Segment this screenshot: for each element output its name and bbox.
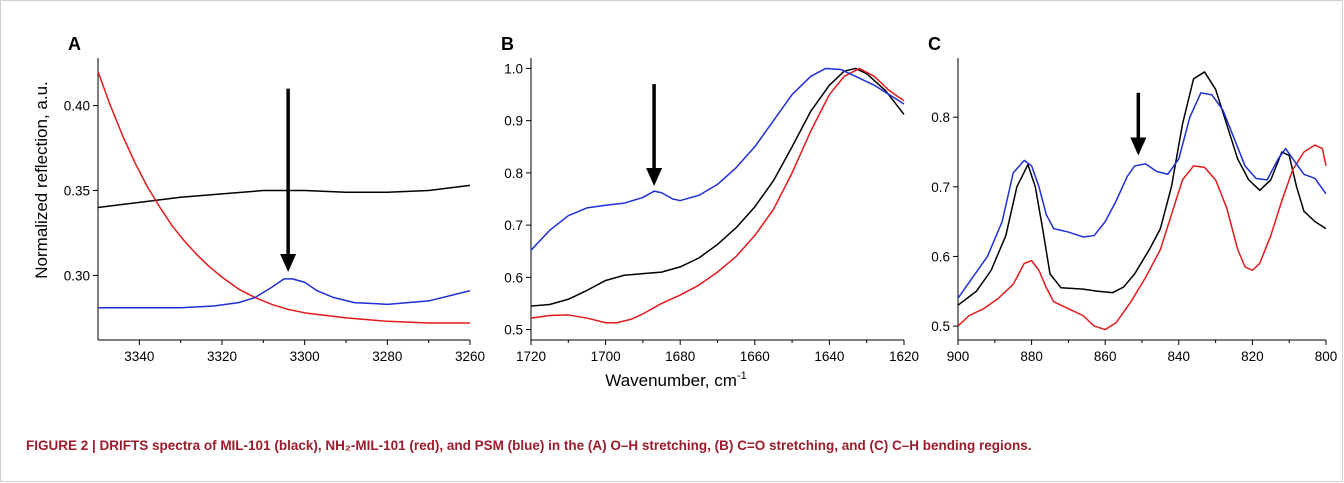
x-tick-label-c: 880 [1020, 349, 1043, 364]
x-tick-label-a: 3340 [124, 349, 154, 364]
arrow-head-a [280, 254, 297, 273]
x-tick-label-b: 1680 [665, 349, 695, 364]
y-tick-label-b: 0.6 [504, 270, 523, 285]
x-tick-label-a: 3260 [455, 349, 485, 364]
y-tick-label-b: 1.0 [504, 61, 523, 76]
panel-label-a: A [68, 34, 81, 54]
panel-a: A 3340 3320 3300 3280 3260 0.30 0.35 0.40 [64, 34, 485, 364]
y-tick-label-c: 0.7 [931, 180, 950, 195]
y-tick-label-c: 0.6 [931, 249, 950, 264]
x-tick-label-a: 3320 [207, 349, 237, 364]
x-tick-label-a: 3280 [372, 349, 402, 364]
series-line-red-c [957, 144, 1327, 331]
x-axis-label-unit-exponent: -1 [737, 370, 747, 382]
x-tick-label-c: 860 [1094, 349, 1117, 364]
y-tick-label-b: 0.9 [504, 114, 523, 129]
panel-c: C 900 880 860 840 820 800 0.5 0.6 0.7 0.8 [928, 34, 1337, 364]
panel-b: B 1720 1700 1680 1660 1640 1620 0.5 0.6 0.7 0.8 0.9… [501, 34, 919, 364]
y-tick-label-a: 0.40 [64, 99, 90, 114]
figure-caption-lead: FIGURE 2 | [26, 438, 100, 453]
x-tick-label-c: 820 [1241, 349, 1264, 364]
x-tick-label-b: 1620 [889, 349, 919, 364]
series-line-black-c [957, 71, 1327, 306]
series-line-red-a [97, 71, 470, 324]
y-tick-label-b: 0.8 [504, 166, 523, 181]
y-tick-label-c: 0.8 [931, 110, 950, 125]
x-tick-label-c: 900 [947, 349, 970, 364]
x-tick-label-b: 1720 [516, 349, 546, 364]
series-line-black-b [530, 67, 905, 307]
y-tick-label-a: 0.30 [64, 268, 90, 283]
y-tick-label-b: 0.5 [504, 323, 523, 338]
y-axis-label: Normalized reflection, a.u. [32, 81, 51, 278]
series-line-blue-a [98, 278, 471, 309]
x-tick-label-b: 1660 [740, 349, 770, 364]
x-tick-label-b: 1640 [814, 349, 844, 364]
arrow-head-b [646, 167, 663, 186]
x-tick-label-c: 840 [1168, 349, 1191, 364]
x-axis-label: Wavenumber, cm-1 [605, 370, 746, 390]
x-axis-label-text: Wavenumber, cm [605, 371, 737, 390]
series-line-blue-c [957, 92, 1327, 299]
panel-label-c: C [928, 34, 941, 54]
figure-caption: FIGURE 2 | DRIFTS spectra of MIL-101 (bl… [26, 437, 1326, 455]
series-line-black-a [97, 184, 471, 209]
y-tick-label-a: 0.35 [64, 184, 90, 199]
x-tick-label-c: 800 [1315, 349, 1338, 364]
arrow-head-c [1130, 137, 1147, 156]
x-tick-label-a: 3300 [290, 349, 320, 364]
series-line-red-b [530, 67, 905, 324]
series-line-blue-b [530, 67, 905, 251]
y-tick-label-b: 0.7 [504, 218, 523, 233]
panel-label-b: B [501, 34, 514, 54]
y-tick-label-c: 0.5 [931, 319, 950, 334]
x-tick-label-b: 1700 [591, 349, 621, 364]
figure-caption-text: DRIFTS spectra of MIL-101 (black), NH₂-M… [99, 438, 1032, 453]
